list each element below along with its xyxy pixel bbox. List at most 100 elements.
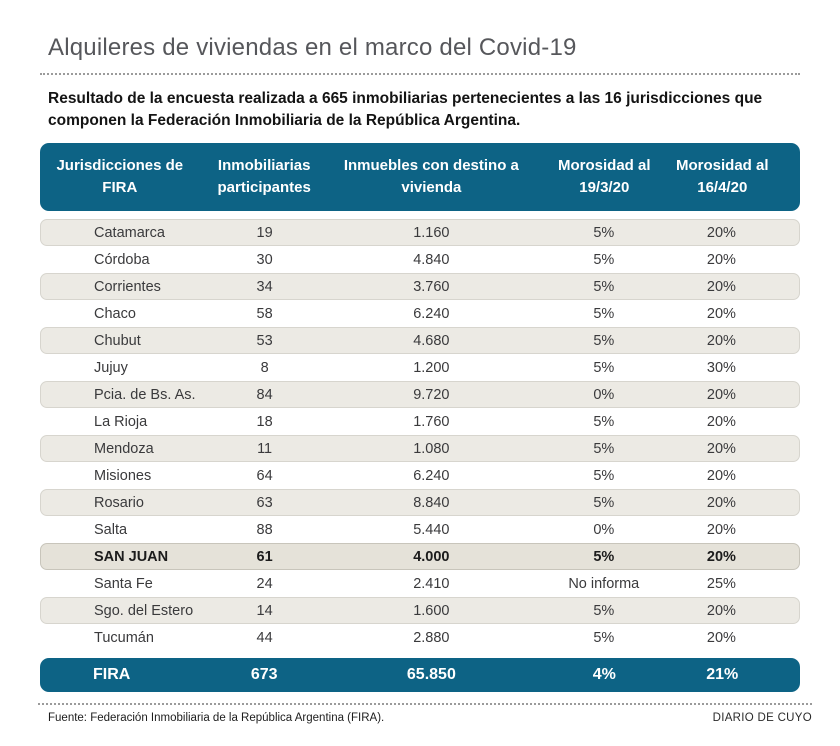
table-row: Pcia. de Bs. As. 84 9.720 0% 20% (40, 381, 800, 408)
row-value: 30% (706, 359, 736, 376)
row-value: 1.160 (413, 224, 450, 241)
row-value: 30 (256, 251, 273, 268)
row-value: 61 (256, 548, 273, 565)
table-row: Misiones 64 6.240 5% 20% (40, 462, 800, 489)
row-value: 88 (256, 521, 273, 538)
row-jurisdiction: Misiones (94, 467, 152, 484)
row-jurisdiction: Córdoba (94, 251, 150, 268)
table-row: Sgo. del Estero 14 1.600 5% 20% (40, 597, 800, 624)
table-row: Corrientes 34 3.760 5% 20% (40, 273, 800, 300)
row-value: 20% (706, 305, 736, 322)
row-jurisdiction: La Rioja (94, 413, 148, 430)
total-label: FIRA (93, 666, 131, 683)
row-jurisdiction: Catamarca (94, 224, 165, 241)
row-value: 20% (706, 386, 736, 403)
row-jurisdiction: Jujuy (94, 359, 128, 376)
row-value: 20% (706, 278, 736, 295)
footer-divider (38, 702, 812, 705)
row-value: 0% (593, 521, 615, 538)
column-header-jurisdicciones: Jurisdicciones de FIRA (56, 157, 184, 196)
row-value: 3.760 (413, 278, 450, 295)
row-value: 20% (706, 629, 736, 646)
row-value: 11 (257, 440, 273, 457)
row-value: 5% (593, 467, 615, 484)
row-value: 53 (256, 332, 273, 349)
source-note: Fuente: Federación Inmobiliaria de la Re… (48, 712, 385, 724)
row-value: 8 (260, 359, 269, 376)
row-value: 5.440 (413, 521, 450, 538)
data-table: Jurisdicciones de FIRA Inmobiliarias par… (40, 143, 800, 692)
row-value: 63 (256, 494, 273, 511)
row-value: 6.240 (413, 467, 450, 484)
row-value: 5% (593, 305, 615, 322)
column-header-morosidad-16-4: Morosidad al 16/4/20 (676, 157, 769, 196)
row-jurisdiction: SAN JUAN (94, 548, 169, 565)
row-value: 84 (256, 386, 273, 403)
row-value: 20% (706, 251, 736, 268)
row-value: 1.600 (413, 602, 450, 619)
table-row: Tucumán 44 2.880 5% 20% (40, 624, 800, 651)
row-value: 5% (593, 359, 615, 376)
row-value: 20% (706, 548, 736, 565)
row-value: 5% (593, 413, 615, 430)
table-row: Córdoba 30 4.840 5% 20% (40, 246, 800, 273)
row-value: 25% (706, 575, 736, 592)
table-row: Santa Fe 24 2.410 No informa 25% (40, 570, 800, 597)
row-value: 58 (256, 305, 273, 322)
table-row: Salta 88 5.440 0% 20% (40, 516, 800, 543)
table-row: Chubut 53 4.680 5% 20% (40, 327, 800, 354)
row-jurisdiction: Chubut (94, 332, 141, 349)
row-value: 5% (593, 494, 615, 511)
column-header-morosidad-19-3: Morosidad al 19/3/20 (558, 157, 651, 196)
total-morosidad-16-4: 21% (706, 666, 739, 683)
row-value: 1.200 (413, 359, 450, 376)
row-jurisdiction: Mendoza (94, 440, 154, 457)
table-row: Rosario 63 8.840 5% 20% (40, 489, 800, 516)
row-value: 34 (256, 278, 273, 295)
column-header-inmuebles: Inmuebles con destino a vivienda (343, 157, 519, 196)
row-value: 4.840 (413, 251, 450, 268)
row-value: 5% (593, 332, 615, 349)
subtitle: Resultado de la encuesta realizada a 665… (48, 90, 763, 129)
row-value: 4.680 (413, 332, 450, 349)
page-title: Alquileres de viviendas en el marco del … (48, 34, 577, 61)
row-value: 24 (256, 575, 273, 592)
row-value: 20% (706, 521, 736, 538)
row-value: 2.410 (413, 575, 450, 592)
row-value: 64 (256, 467, 273, 484)
table-row: Chaco 58 6.240 5% 20% (40, 300, 800, 327)
footer: Fuente: Federación Inmobiliaria de la Re… (48, 712, 812, 724)
row-value: 1.760 (413, 413, 450, 430)
row-value: 20% (706, 494, 736, 511)
table-header-row: Jurisdicciones de FIRA Inmobiliarias par… (40, 143, 800, 211)
table-row: La Rioja 18 1.760 5% 20% (40, 408, 800, 435)
row-value: 19 (256, 224, 273, 241)
row-value: 5% (593, 251, 615, 268)
row-value: 20% (706, 440, 736, 457)
row-value: 20% (706, 332, 736, 349)
credit: DIARIO DE CUYO (712, 712, 812, 724)
table-row: Catamarca 19 1.160 5% 20% (40, 219, 800, 246)
title-divider (40, 72, 800, 75)
row-value: 5% (593, 602, 615, 619)
table-row: SAN JUAN 61 4.000 5% 20% (40, 543, 800, 570)
row-value: 5% (593, 629, 615, 646)
row-value: 0% (593, 386, 615, 403)
row-value: 1.080 (413, 440, 450, 457)
row-value: No informa (568, 575, 640, 592)
table-row: Jujuy 8 1.200 5% 30% (40, 354, 800, 381)
total-inmuebles: 65.850 (406, 666, 456, 683)
row-value: 5% (593, 224, 615, 241)
row-value: 9.720 (413, 386, 450, 403)
table-row: Mendoza 11 1.080 5% 20% (40, 435, 800, 462)
row-value: 4.000 (413, 548, 450, 565)
row-value: 5% (593, 278, 615, 295)
row-value: 2.880 (413, 629, 450, 646)
row-jurisdiction: Chaco (94, 305, 136, 322)
column-header-inmobiliarias: Inmobiliarias participantes (217, 157, 311, 196)
row-jurisdiction: Salta (94, 521, 128, 538)
row-jurisdiction: Tucumán (94, 629, 154, 646)
row-value: 18 (256, 413, 273, 430)
row-value: 20% (706, 602, 736, 619)
